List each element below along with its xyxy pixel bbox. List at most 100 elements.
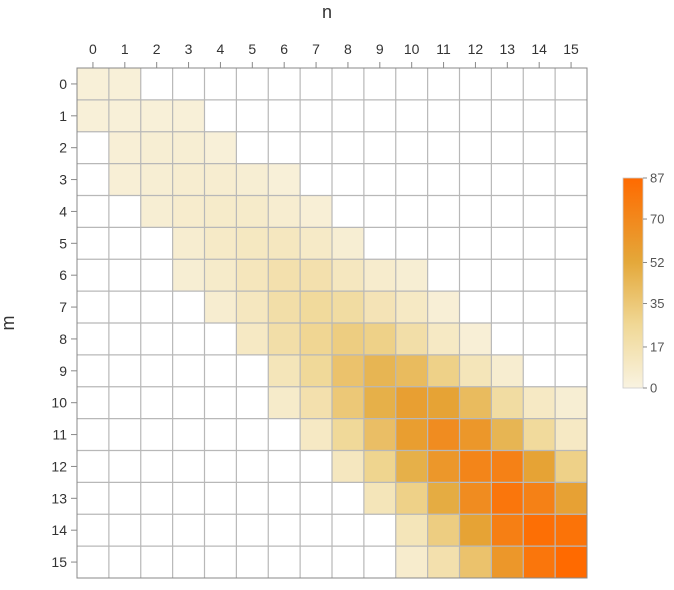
heatmap-cell-15-0: [77, 546, 109, 578]
heatmap-cell-1-3: [172, 99, 205, 132]
heatmap-cell-9-10: [395, 354, 428, 387]
heatmap-cell-13-4: [204, 482, 237, 515]
heatmap-cell-14-9: [363, 514, 396, 547]
heatmap-cell-14-3: [172, 514, 205, 547]
heatmap-cell-5-15: [555, 227, 587, 260]
heatmap-cell-1-11: [427, 99, 460, 132]
heatmap-cell-3-11: [427, 163, 460, 196]
heatmap-cell-8-14: [523, 323, 556, 355]
heatmap-cell-15-14: [523, 546, 556, 578]
heatmap-cell-9-8: [332, 354, 364, 387]
y-tick-label: 13: [51, 490, 67, 506]
heatmap-cell-4-11: [427, 195, 460, 228]
y-tick-label: 0: [59, 76, 67, 92]
heatmap-cell-7-14: [523, 291, 556, 323]
heatmap-cell-4-14: [523, 195, 556, 228]
heatmap-cell-15-12: [459, 546, 492, 578]
heatmap-cell-0-9: [363, 68, 396, 100]
heatmap-cell-0-7: [300, 68, 332, 100]
heatmap-cell-10-7: [300, 386, 332, 419]
heatmap-cell-9-13: [491, 354, 524, 387]
heatmap-cell-14-14: [523, 514, 556, 547]
heatmap-cell-9-2: [140, 354, 173, 387]
heatmap-cell-13-10: [395, 482, 428, 515]
heatmap-cell-4-4: [204, 195, 237, 228]
heatmap-cell-11-14: [523, 418, 556, 451]
heatmap-cell-2-10: [395, 131, 428, 164]
heatmap-cell-15-5: [236, 546, 269, 578]
heatmap-cell-12-3: [172, 450, 205, 483]
heatmap-cell-5-8: [332, 227, 364, 260]
heatmap-cell-9-0: [77, 354, 109, 387]
heatmap-cell-6-4: [204, 259, 237, 292]
x-tick-label: 5: [248, 41, 256, 57]
heatmap-cell-13-9: [363, 482, 396, 515]
heatmap-cell-6-7: [300, 259, 332, 292]
colorbar-tick-label: 0: [650, 381, 657, 396]
heatmap-cell-10-2: [140, 386, 173, 419]
heatmap-cell-11-5: [236, 418, 269, 451]
heatmap-cell-14-6: [268, 514, 301, 547]
heatmap-cell-9-4: [204, 354, 237, 387]
heatmap-cell-12-4: [204, 450, 237, 483]
heatmap-cell-5-11: [427, 227, 460, 260]
heatmap-cell-2-9: [363, 131, 396, 164]
heatmap-cell-1-6: [268, 99, 301, 132]
heatmap-cell-5-9: [363, 227, 396, 260]
heatmap-cell-9-3: [172, 354, 205, 387]
heatmap-cell-1-7: [300, 99, 332, 132]
heatmap-cell-8-8: [332, 323, 364, 355]
heatmap-cell-8-0: [77, 323, 109, 355]
y-tick-label: 9: [59, 363, 67, 379]
heatmap-cell-6-5: [236, 259, 269, 292]
heatmap-cell-15-4: [204, 546, 237, 578]
heatmap-cell-11-7: [300, 418, 332, 451]
heatmap-cell-2-4: [204, 131, 237, 164]
x-tick-label: 8: [344, 41, 352, 57]
heatmap-cell-7-13: [491, 291, 524, 323]
colorbar-tick-label: 70: [650, 212, 664, 227]
heatmap-cell-12-0: [77, 450, 109, 483]
heatmap-cells: [77, 68, 587, 578]
heatmap-cell-5-0: [77, 227, 109, 260]
heatmap-cell-15-15: [555, 546, 587, 578]
heatmap-cell-15-10: [395, 546, 428, 578]
heatmap-cell-3-14: [523, 163, 556, 196]
heatmap-cell-12-11: [427, 450, 460, 483]
heatmap-cell-3-4: [204, 163, 237, 196]
heatmap-cell-0-4: [204, 68, 237, 100]
heatmap-cell-6-10: [395, 259, 428, 292]
heatmap-cell-8-12: [459, 323, 492, 355]
x-axis-ticks: 0 1 2 3 4 5 6 7 8 9 10 11 12 13 14 15: [89, 41, 579, 68]
heatmap-cell-2-6: [268, 131, 301, 164]
heatmap-cell-2-1: [108, 131, 141, 164]
plot-frame: [76, 67, 588, 579]
heatmap-cell-13-0: [77, 482, 109, 515]
heatmap-cell-7-6: [268, 291, 301, 323]
heatmap-cell-6-2: [140, 259, 173, 292]
heatmap-cell-7-4: [204, 291, 237, 323]
x-tick-label: 1: [121, 41, 129, 57]
heatmap-cell-14-8: [332, 514, 364, 547]
heatmap-cell-0-10: [395, 68, 428, 100]
heatmap-cell-11-3: [172, 418, 205, 451]
heatmap-cell-7-0: [77, 291, 109, 323]
heatmap-cell-4-3: [172, 195, 205, 228]
heatmap-cell-6-13: [491, 259, 524, 292]
heatmap-cell-4-5: [236, 195, 269, 228]
heatmap-cell-4-6: [268, 195, 301, 228]
heatmap-cell-6-11: [427, 259, 460, 292]
heatmap-cell-4-8: [332, 195, 364, 228]
heatmap-cell-12-9: [363, 450, 396, 483]
heatmap-cell-8-13: [491, 323, 524, 355]
heatmap-cell-4-12: [459, 195, 492, 228]
heatmap-cell-6-8: [332, 259, 364, 292]
heatmap-cell-2-12: [459, 131, 492, 164]
heatmap-cell-4-0: [77, 195, 109, 228]
heatmap-cell-13-6: [268, 482, 301, 515]
heatmap-cell-6-1: [108, 259, 141, 292]
heatmap-cell-13-11: [427, 482, 460, 515]
x-tick-label: 12: [468, 41, 484, 57]
heatmap-cell-3-15: [555, 163, 587, 196]
